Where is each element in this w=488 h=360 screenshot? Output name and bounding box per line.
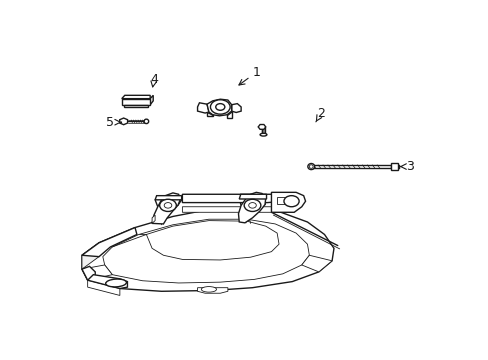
- Ellipse shape: [144, 119, 148, 123]
- Polygon shape: [390, 163, 397, 170]
- Polygon shape: [197, 103, 208, 113]
- Polygon shape: [226, 111, 231, 118]
- Polygon shape: [82, 243, 99, 269]
- Text: 5: 5: [106, 116, 114, 129]
- Polygon shape: [155, 195, 181, 200]
- Polygon shape: [102, 219, 309, 283]
- Circle shape: [210, 100, 230, 114]
- Polygon shape: [182, 194, 282, 203]
- Polygon shape: [82, 266, 95, 280]
- Circle shape: [244, 199, 260, 211]
- Polygon shape: [120, 118, 127, 125]
- Polygon shape: [150, 95, 153, 105]
- Text: 1: 1: [252, 66, 260, 79]
- Polygon shape: [258, 125, 265, 129]
- Polygon shape: [82, 208, 333, 291]
- Polygon shape: [206, 99, 231, 116]
- Polygon shape: [231, 104, 241, 112]
- Polygon shape: [82, 228, 137, 257]
- Polygon shape: [82, 265, 112, 280]
- Ellipse shape: [201, 287, 216, 292]
- Ellipse shape: [105, 279, 126, 287]
- Text: 3: 3: [405, 160, 413, 173]
- Polygon shape: [301, 255, 331, 272]
- Ellipse shape: [307, 163, 314, 170]
- Text: 4: 4: [150, 73, 158, 86]
- Polygon shape: [123, 105, 148, 107]
- Text: 2: 2: [316, 107, 324, 120]
- Polygon shape: [271, 192, 305, 212]
- Circle shape: [284, 196, 299, 207]
- Ellipse shape: [260, 133, 266, 136]
- Polygon shape: [206, 112, 212, 116]
- Polygon shape: [239, 194, 266, 199]
- Circle shape: [164, 203, 171, 208]
- Polygon shape: [277, 197, 287, 204]
- Polygon shape: [152, 215, 155, 223]
- Circle shape: [215, 104, 224, 110]
- Polygon shape: [146, 221, 279, 260]
- Polygon shape: [238, 192, 265, 223]
- Circle shape: [159, 199, 176, 211]
- Circle shape: [248, 203, 256, 208]
- Ellipse shape: [309, 165, 312, 168]
- Polygon shape: [182, 207, 280, 212]
- Polygon shape: [152, 193, 180, 224]
- Polygon shape: [87, 275, 127, 288]
- Polygon shape: [122, 95, 150, 99]
- Polygon shape: [87, 280, 120, 296]
- Polygon shape: [197, 288, 227, 293]
- Polygon shape: [122, 99, 150, 105]
